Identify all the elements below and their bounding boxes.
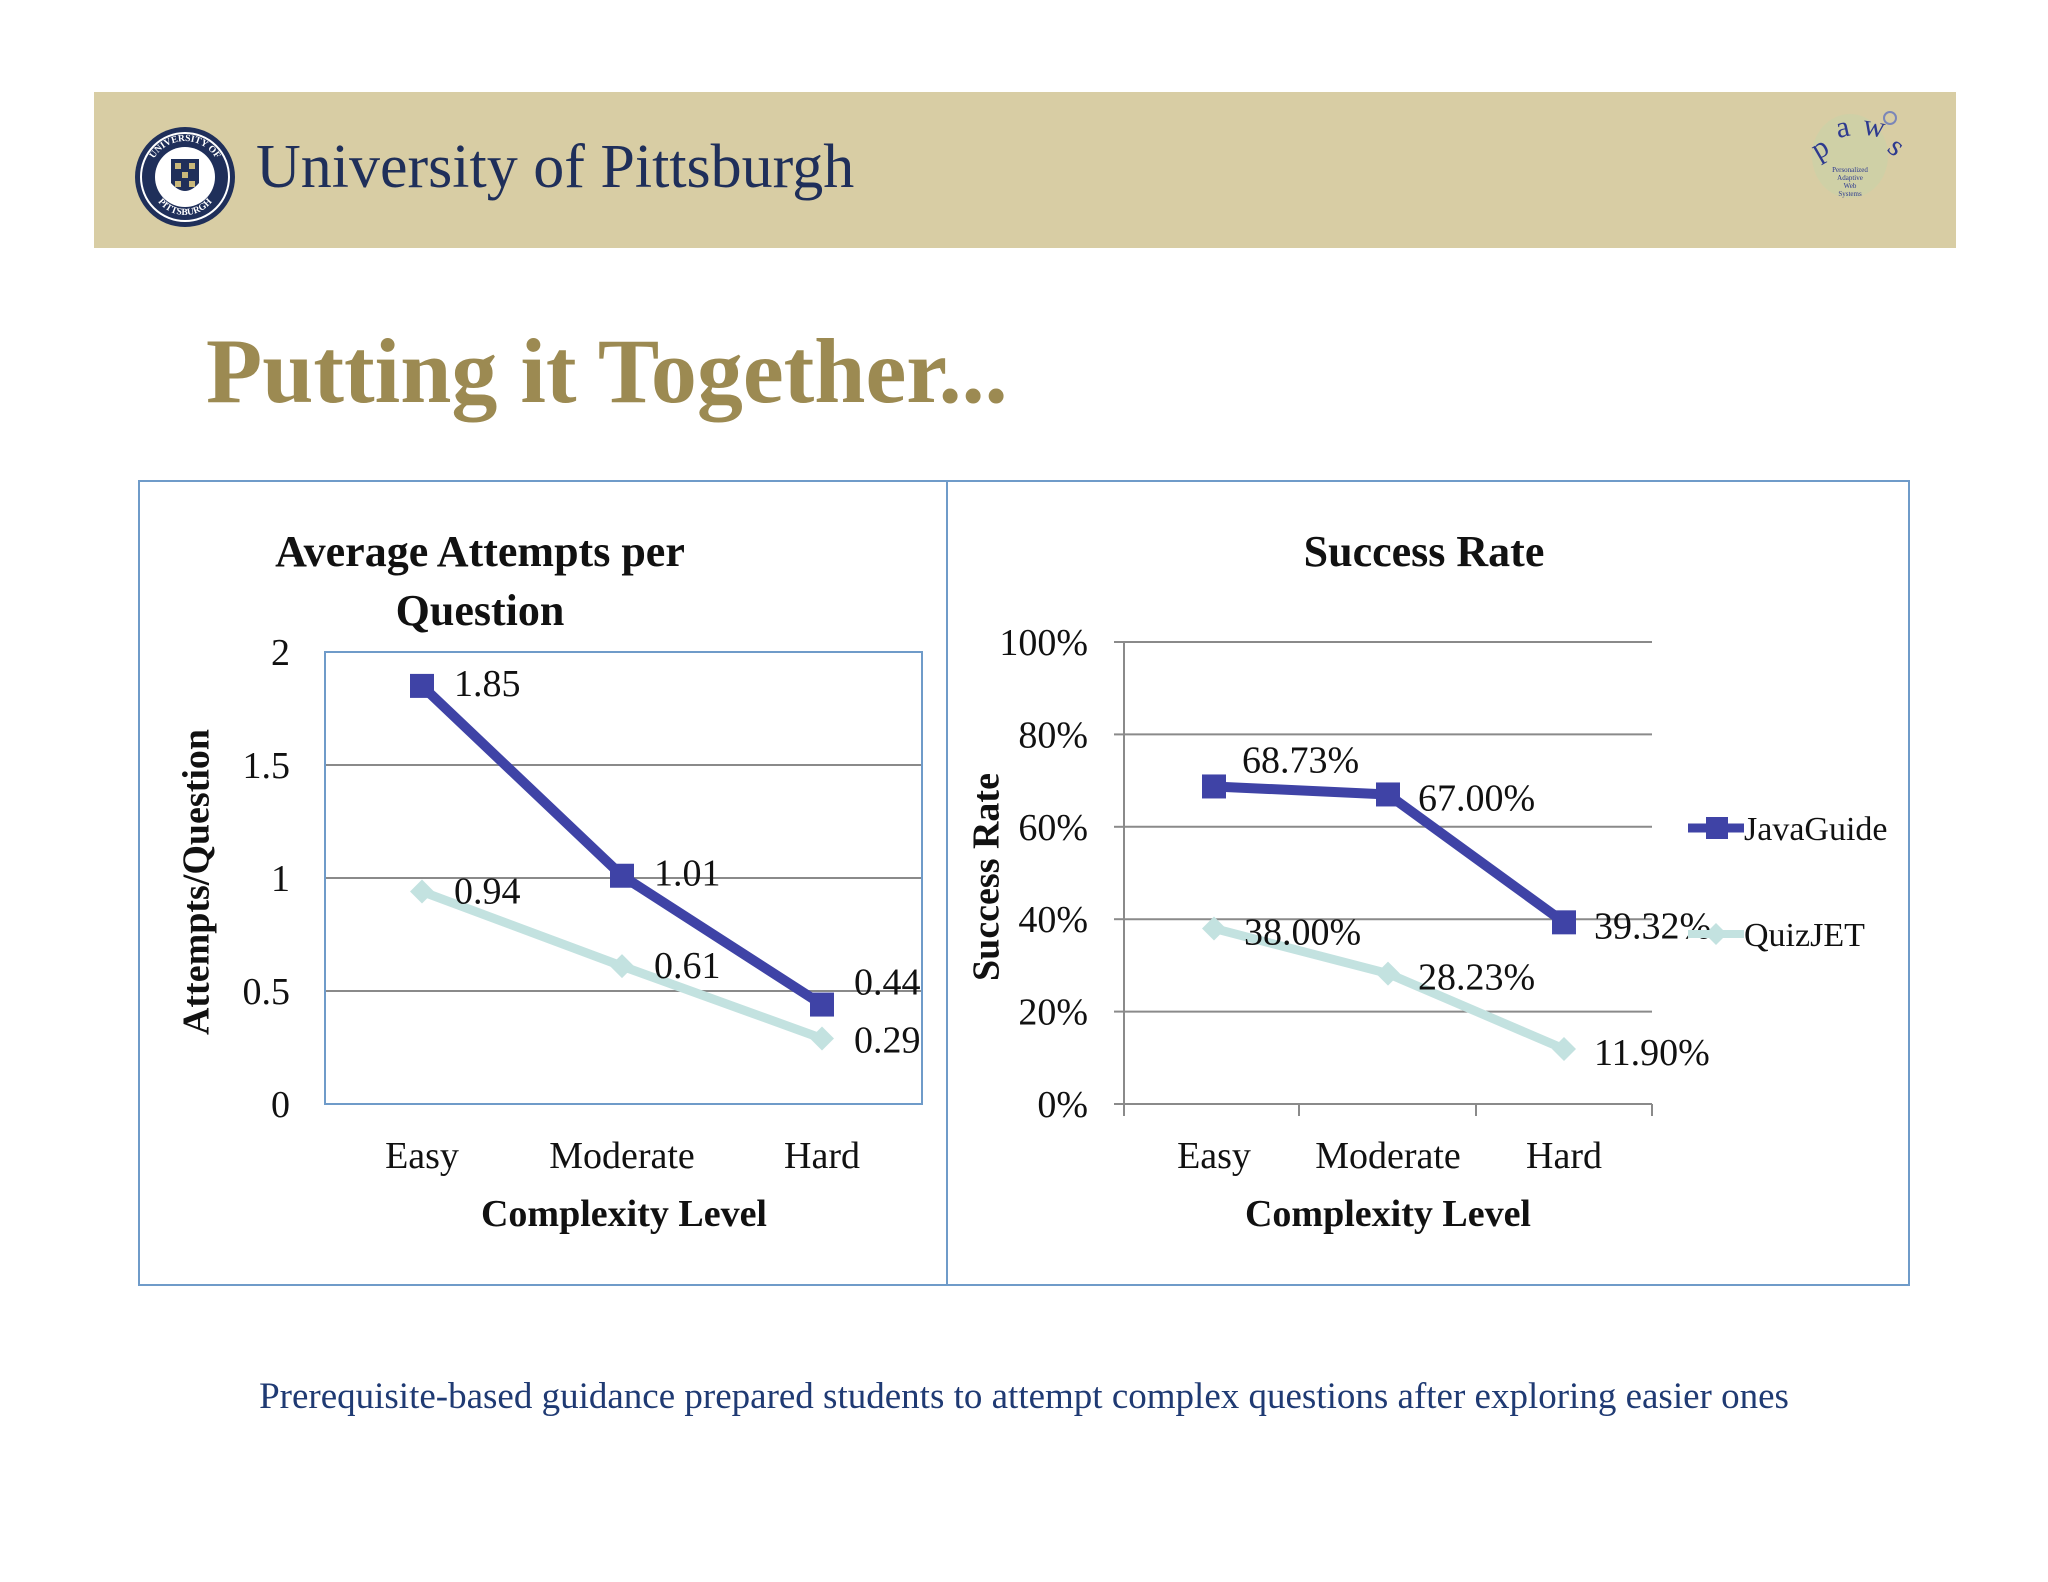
chart-title: Average Attempts per	[275, 527, 685, 576]
header-banner	[94, 92, 1956, 248]
x-category-label: Moderate	[549, 1135, 695, 1177]
data-point-quizjet	[1552, 1037, 1576, 1062]
paws-paw-shape	[1812, 114, 1888, 198]
y-axis-title: Success Rate	[966, 773, 1008, 981]
chart-title: Success Rate	[1304, 527, 1545, 576]
paws-subtitle-line: Systems	[1838, 190, 1862, 198]
data-point-javaguide	[1202, 774, 1226, 799]
data-point-quizjet	[610, 954, 634, 979]
paws-registered-icon	[1883, 111, 1897, 125]
y-tick-label: 40%	[1018, 899, 1088, 941]
data-point-quizjet	[1376, 961, 1400, 986]
data-label: 68.73%	[1242, 739, 1359, 781]
data-label: 67.00%	[1418, 777, 1535, 819]
y-tick-label: 0%	[1037, 1084, 1088, 1126]
plot-frame	[324, 651, 923, 1105]
x-category-label: Hard	[1526, 1135, 1602, 1177]
data-label: 1.01	[654, 853, 721, 895]
chart-title: Question	[396, 586, 565, 635]
y-tick-label: 1.5	[243, 745, 291, 787]
y-tick-label: 1	[271, 858, 290, 900]
legend-label: QuizJET	[1744, 917, 1865, 954]
data-label: 39.32%	[1594, 905, 1711, 947]
data-point-javaguide	[1552, 910, 1576, 935]
university-name: University of Pittsburgh	[256, 133, 855, 201]
y-tick-label: 0.5	[243, 971, 291, 1013]
legend-label: JavaGuide	[1744, 811, 1888, 848]
data-point-quizjet	[1202, 916, 1226, 941]
data-label: 38.00%	[1244, 911, 1361, 953]
page-title: Putting it Together...	[206, 320, 1008, 422]
data-point-quizjet	[410, 879, 434, 904]
x-category-label: Easy	[1177, 1135, 1251, 1177]
data-point-javaguide	[610, 863, 634, 888]
legend-marker-javaguide	[1706, 817, 1728, 839]
success-rate-chart-panel: Success Rate 0% 20% 40% 60% 80% 100% Easy Modera…	[946, 480, 1910, 1286]
paws-subtitle-line: Web	[1844, 182, 1857, 190]
paws-logo: p a w s Personalized Adaptive Web System…	[1805, 108, 1912, 198]
slide-caption: Prerequisite-based guidance prepared stu…	[259, 1376, 1789, 1417]
y-tick-label: 60%	[1018, 807, 1088, 849]
data-label: 11.90%	[1594, 1032, 1710, 1074]
y-axis-title: Attempts/Question	[176, 729, 218, 1035]
x-category-label: Moderate	[1315, 1135, 1461, 1177]
x-category-label: Hard	[784, 1135, 860, 1177]
y-tick-label: 0	[271, 1084, 290, 1126]
data-point-javaguide	[810, 992, 834, 1017]
university-seal-icon: UNIVERSITY OF PITTSBURGH	[135, 127, 235, 227]
y-tick-label: 80%	[1018, 714, 1088, 756]
data-label: 28.23%	[1418, 957, 1535, 999]
data-label: 1.85	[454, 663, 521, 705]
data-point-javaguide	[1376, 782, 1400, 807]
data-label: 0.94	[454, 871, 521, 913]
legend-marker-quizjet	[1705, 923, 1727, 945]
data-label: 0.44	[854, 962, 921, 1004]
y-tick-label: 100%	[999, 622, 1088, 664]
success-rate-chart: Success Rate 0% 20% 40% 60% 80% 100% Easy Modera…	[966, 527, 1888, 1235]
data-label: 0.29	[854, 1019, 921, 1061]
x-category-label: Easy	[385, 1135, 459, 1177]
x-axis-title: Complexity Level	[481, 1193, 767, 1235]
data-label: 0.61	[654, 945, 721, 987]
paws-subtitle-line: Personalized	[1832, 166, 1868, 174]
x-axis-title: Complexity Level	[1245, 1193, 1531, 1235]
data-point-quizjet	[810, 1026, 834, 1051]
y-tick-label: 2	[271, 632, 290, 674]
attempts-chart-panel: Average Attempts per Question 0 0.5 1 1.5 2 Eas…	[138, 480, 948, 1286]
paws-subtitle-line: Adaptive	[1837, 174, 1863, 182]
y-tick-label: 20%	[1018, 992, 1088, 1034]
data-point-javaguide	[410, 673, 434, 698]
attempts-chart: Average Attempts per Question 0 0.5 1 1.5 2 Eas…	[176, 527, 923, 1235]
